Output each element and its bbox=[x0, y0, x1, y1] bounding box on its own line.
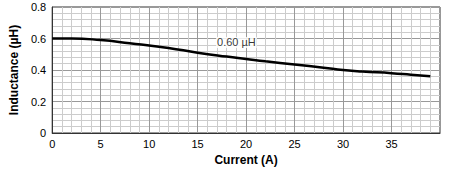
svg-text:25: 25 bbox=[288, 138, 300, 150]
svg-text:35: 35 bbox=[385, 138, 397, 150]
svg-text:15: 15 bbox=[191, 138, 203, 150]
svg-text:Inductance (µH): Inductance (µH) bbox=[7, 25, 21, 115]
svg-text:5: 5 bbox=[98, 138, 104, 150]
svg-text:20: 20 bbox=[240, 138, 252, 150]
svg-text:0.60 µH: 0.60 µH bbox=[217, 36, 256, 48]
svg-text:0.4: 0.4 bbox=[31, 64, 46, 76]
svg-text:0: 0 bbox=[49, 138, 55, 150]
svg-text:0: 0 bbox=[40, 127, 46, 139]
svg-text:30: 30 bbox=[337, 138, 349, 150]
svg-text:0.6: 0.6 bbox=[31, 33, 46, 45]
svg-text:0.2: 0.2 bbox=[31, 96, 46, 108]
svg-text:Current (A): Current (A) bbox=[214, 153, 277, 167]
svg-text:10: 10 bbox=[143, 138, 155, 150]
svg-text:0.8: 0.8 bbox=[31, 1, 46, 13]
